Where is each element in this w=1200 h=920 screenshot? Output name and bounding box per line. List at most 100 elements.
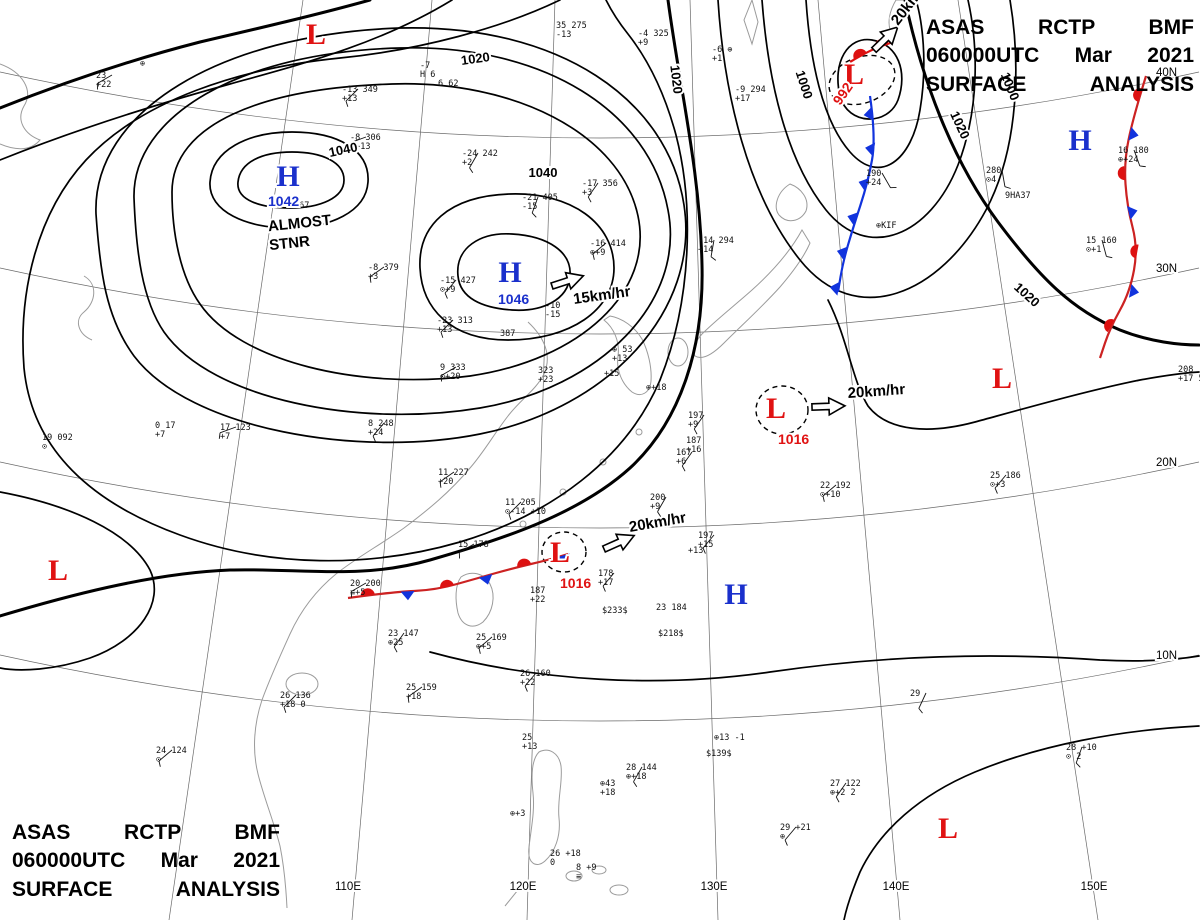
station-plot: 26 136 +18 0 [280,691,311,710]
isobar-value-label: 1020 [460,49,491,68]
product-name: SURFACE ANALYSIS [926,72,1194,96]
latitude-line [0,267,1200,335]
isobar [22,0,689,562]
isobar [805,0,925,169]
motion-arrow [811,396,847,417]
warm-front-semicircle [360,588,375,597]
wind-barb-feather [918,708,923,714]
wind-barb [407,686,423,698]
low-pressure-center: L [938,812,958,845]
isobar [171,82,641,381]
warm-front-semicircle [853,48,867,60]
station-plot: -13 349 +13 [342,85,378,104]
high-pressure-center: H [724,578,747,611]
product-id: ASAS RCTP BMF [926,16,1194,39]
wind-barb-feather [592,253,595,260]
station-plot: 28 144⊕+18 [626,763,657,782]
cold-front-triangle [865,142,876,157]
wind-barb-feather [440,331,444,338]
wind-barb-feather [444,292,448,299]
station-plot: 9HA37 [1005,191,1031,201]
wind-barb-feather [657,511,662,517]
fronts [347,38,1148,601]
station-plot: -10 -15 [545,301,560,320]
longitude-label: 130E [701,881,728,893]
stationary-front [347,552,570,601]
wind-barb [369,266,385,278]
station-plot: 25 159 +18 [406,683,437,702]
cold-front-triangle [1128,284,1140,298]
station-plot: ⊕+3 [510,809,525,819]
longitude-line [817,0,901,920]
station-plot: 23 184 [656,603,687,613]
dashed-low-circle [755,385,809,435]
coastline [254,321,548,909]
wind-barb [835,782,847,798]
wind-barb [587,182,599,198]
isobar-value-label: 1020 [667,64,685,95]
pressure-value-label: 1016 [560,575,591,591]
isobar-value-label: 1040 [529,165,558,180]
wind-barb-feather [372,435,376,442]
coastline [285,672,319,696]
coastline [504,879,527,907]
longitude-line [957,0,1099,920]
wind-barb [444,279,457,294]
coastline [743,0,759,46]
coastline [519,520,527,528]
cold-front-triangle [847,212,859,226]
wind-barb-feather [158,760,161,767]
coastline [591,865,607,875]
station-plot: 29 [910,689,920,699]
station-plot: 17 123 +7 [220,423,251,442]
isobar [843,725,1200,920]
wind-barb [372,422,385,437]
station-plot: 23 +22 [96,71,111,90]
station-plot: +13 [688,546,703,556]
station-plot: 16 180 ⊕+24 [1118,146,1149,165]
station-plot: 323 +23 [538,366,553,385]
cold-front-triangle [1128,126,1139,141]
pressure-value-label: 1042 [268,193,299,209]
isobar [0,0,372,110]
station-plot: 27 122 ⊕+2 2 [830,779,861,798]
isobar-value-label: 1020 [947,109,973,142]
wind-barb-feather [531,212,537,218]
warm-front-semicircle [517,558,532,568]
station-plot: 24 124 ⊙ [156,746,187,765]
wind-barb [508,501,522,515]
high-pressure-center: H [498,256,521,289]
wind-barb [657,496,667,512]
coastline [635,428,643,436]
wind-barb [439,471,455,483]
station-plot: 208+17 5- [1178,365,1200,384]
isobar [0,0,453,161]
cold-front-triangle [478,574,493,585]
station-plot: 22 192 ⊙+10 [820,481,851,500]
station-plot: ⊕ 53 +13 [612,345,632,364]
station-plot: $218$ [658,629,684,639]
wind-barb [393,632,405,648]
station-plot: 19 092 ⊙ [42,433,73,452]
station-plot: ⊕13 -1 [714,733,745,743]
station-plot: -4 325 +9 [638,29,669,48]
longitude-label: 150E [1081,881,1108,893]
coastline [667,337,689,367]
wind-barb [1001,169,1006,187]
cold-front-triangle [829,281,840,296]
movement-annotation: STNR [268,233,311,254]
station-plot: -6 ⊕ +1 [712,45,732,64]
product-id-bottom: ASAS RCTP BMF [12,820,280,844]
longitude-line [351,0,433,920]
wind-barb-feather [784,839,788,846]
station-plot: 6 62 [438,79,458,89]
pressure-value-label: 1016 [778,431,809,447]
cold-front-triangle [400,590,415,601]
isobar [429,651,1200,682]
warm-front-semicircle [440,579,454,589]
station-plot: ⊕ [140,59,145,69]
wind-barb [440,319,454,333]
isobar [837,38,903,120]
wind-barb-feather [369,276,372,283]
coastline [775,183,808,222]
